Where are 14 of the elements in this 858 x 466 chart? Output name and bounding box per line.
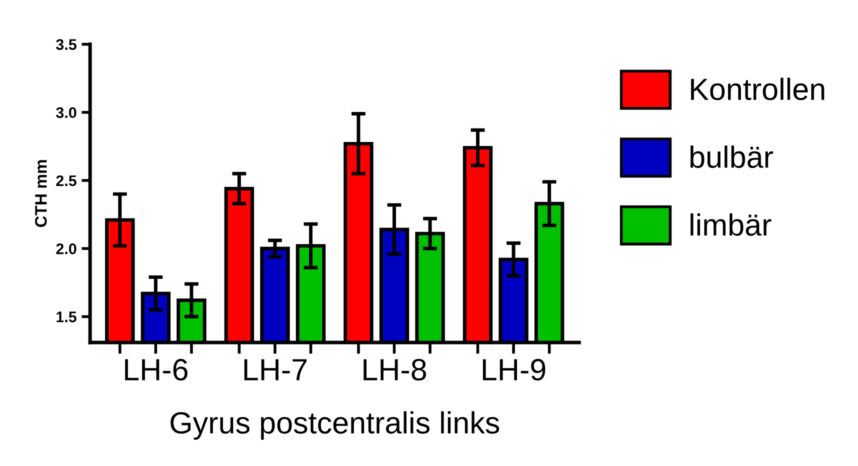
x-tick-label: LH-6 (125, 358, 188, 381)
y-tick-label: 2.0 (56, 243, 76, 254)
y-tick-label: 3.5 (56, 39, 76, 50)
x-tick-label: LH-7 (244, 359, 307, 380)
x-tick-label: LH-9 (482, 358, 546, 381)
legend-label: limbär (690, 213, 772, 236)
y-tick-label: 3.0 (56, 107, 76, 118)
y-tick-label: 1.5 (56, 312, 76, 322)
legend-label: bulbär (690, 146, 773, 168)
legend-label: Kontrollen (691, 78, 824, 100)
y-axis-title: CTH mm (35, 160, 47, 227)
y-tick-label: 2.5 (56, 175, 76, 186)
x-axis-title: Gyrus postcentralis links (170, 411, 500, 440)
x-tick-label: LH-8 (364, 358, 426, 381)
